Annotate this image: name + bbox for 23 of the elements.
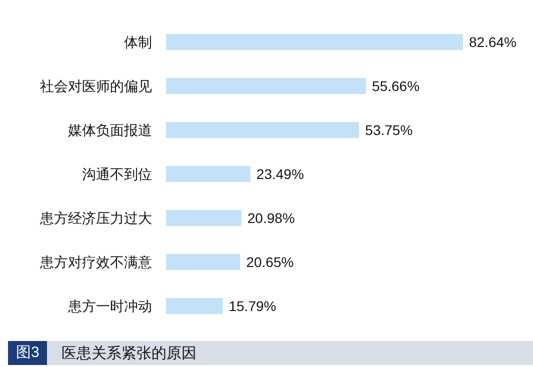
y-tick-label: 患方一时冲动 [67, 298, 152, 314]
data-label: 20.98% [247, 210, 295, 226]
y-tick-label: 患方对疗效不满意 [39, 254, 152, 270]
bar [166, 210, 242, 226]
y-tick-label: 社会对医师的偏见 [40, 78, 152, 94]
data-label: 55.66% [372, 78, 420, 94]
bar [166, 254, 240, 270]
data-label: 15.79% [228, 298, 276, 314]
y-tick-label: 沟通不到位 [82, 166, 152, 182]
y-tick-label: 体制 [124, 34, 152, 50]
data-label: 53.75% [365, 122, 413, 138]
y-tick-label: 患方经济压力过大 [39, 210, 152, 226]
bar [166, 78, 366, 94]
bar [166, 298, 223, 314]
bar [166, 122, 360, 138]
y-tick-label: 媒体负面报道 [68, 122, 152, 138]
data-label: 20.65% [246, 254, 294, 270]
bar [166, 166, 250, 182]
text: 医患关系紧张的原因 [61, 344, 196, 362]
caption: 图3 [8, 341, 48, 365]
data-label: 23.49% [256, 166, 304, 182]
bar [166, 34, 463, 50]
data-label: 82.64% [469, 34, 516, 50]
